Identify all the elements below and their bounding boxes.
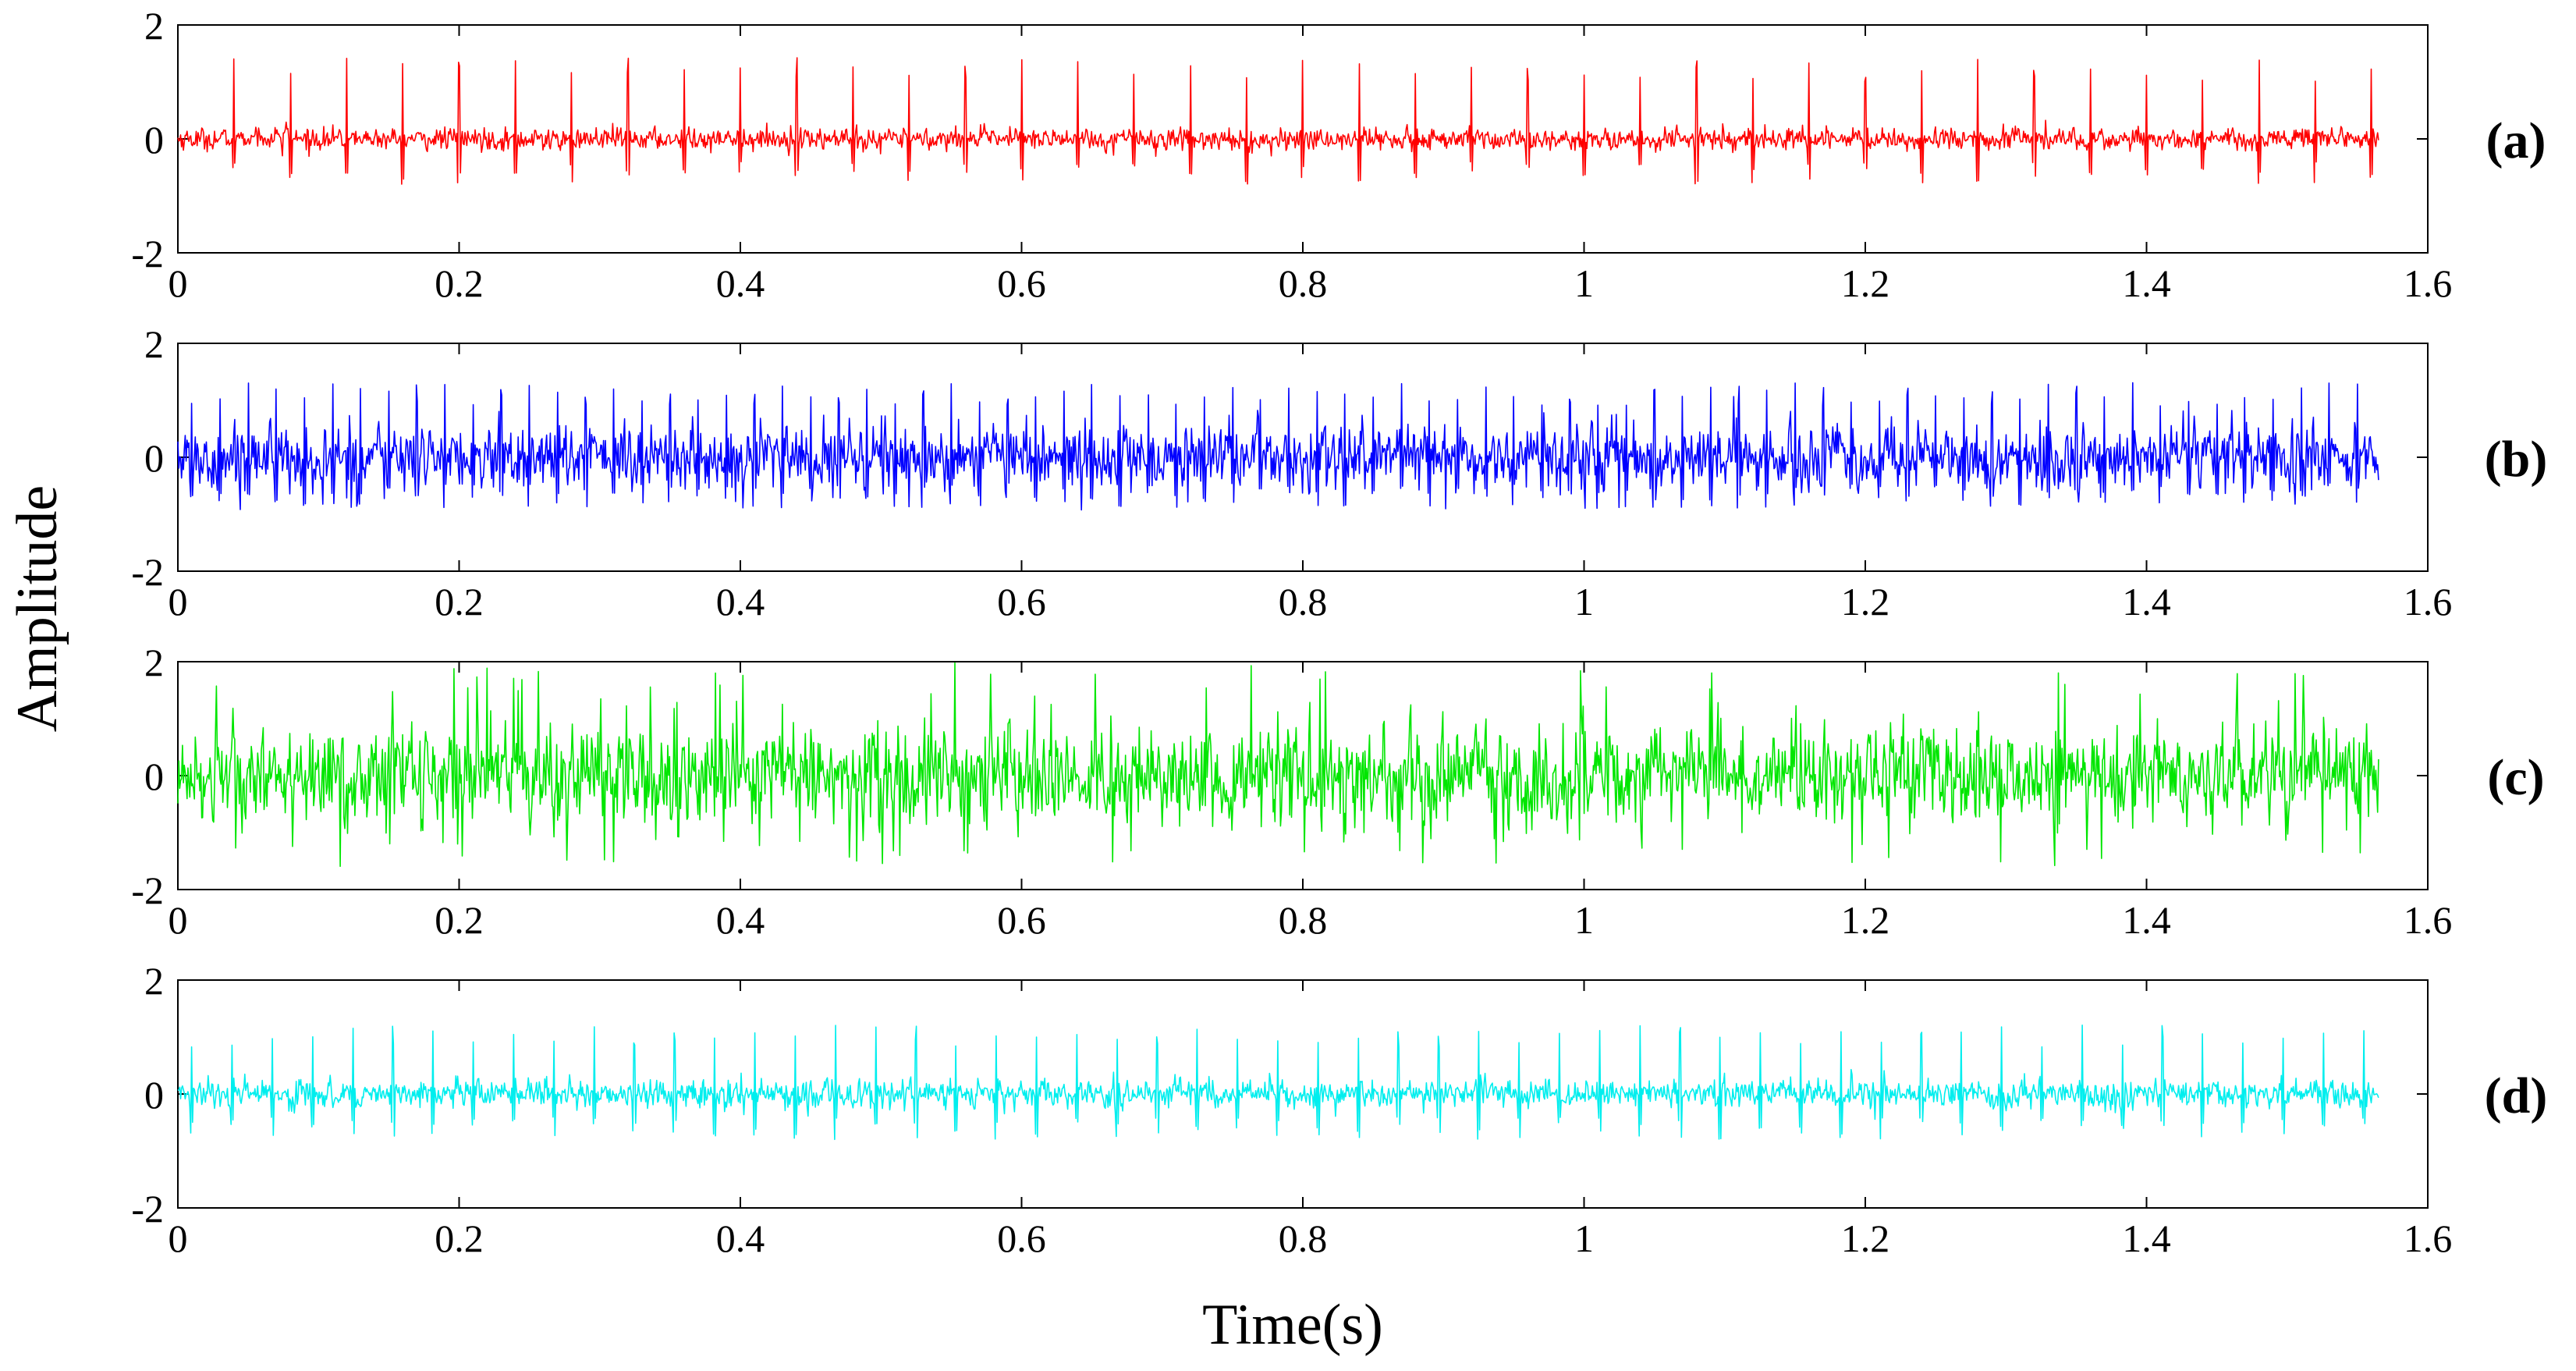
- x-tick-label: 1.6: [2404, 898, 2453, 942]
- x-tick-label: 0.8: [1279, 261, 1328, 305]
- y-tick-label: 0: [144, 755, 164, 798]
- x-tick-label: 1.4: [2122, 580, 2171, 623]
- panel-label-a: (a): [2486, 112, 2546, 169]
- x-tick-label: 0.4: [716, 580, 765, 623]
- x-tick-label: 1: [1574, 261, 1594, 305]
- x-tick-label: 0.6: [997, 261, 1046, 305]
- panel-d: 0 0.2 0.4 0.6 0.8 1 1.2 1.4 1.6-202(d): [131, 959, 2547, 1260]
- panel-c: 0 0.2 0.4 0.6 0.8 1 1.2 1.4 1.6-202(c): [131, 641, 2544, 942]
- x-tick-label: 0.2: [435, 1216, 484, 1260]
- x-tick-label: 0.6: [997, 1216, 1046, 1260]
- y-tick-label: 0: [144, 1073, 164, 1117]
- chart-panels: 0 0.2 0.4 0.6 0.8 1 1.2 1.4 1.6-202(a)0 0.2 0.4 0.6…: [131, 4, 2547, 1260]
- x-tick-label: 0.8: [1279, 898, 1328, 942]
- x-tick-label: 1.4: [2122, 261, 2171, 305]
- x-tick-label: 1.6: [2404, 580, 2453, 623]
- y-tick-label: 2: [144, 641, 164, 684]
- x-tick-label: 0.2: [435, 261, 484, 305]
- x-axis-title: Time(s): [1202, 1293, 1383, 1357]
- x-tick-label: 0.2: [435, 898, 484, 942]
- y-tick-label: 2: [144, 959, 164, 1003]
- y-tick-label: 0: [144, 118, 164, 162]
- x-tick-label: 0: [169, 261, 188, 305]
- x-tick-label: 0.4: [716, 898, 765, 942]
- x-tick-label: 1: [1574, 580, 1594, 623]
- x-tick-label: 0.4: [716, 1216, 765, 1260]
- x-tick-label: 0.6: [997, 580, 1046, 623]
- x-tick-label: 1.2: [1841, 1216, 1890, 1260]
- x-tick-label: 0.8: [1279, 1216, 1328, 1260]
- x-tick-label: 0: [169, 1216, 188, 1260]
- x-tick-label: 0.2: [435, 580, 484, 623]
- y-tick-label: 2: [144, 4, 164, 48]
- x-tick-label: 1.4: [2122, 1216, 2171, 1260]
- x-tick-label: 1.2: [1841, 580, 1890, 623]
- x-tick-label: 1: [1574, 1216, 1594, 1260]
- y-tick-label: -2: [131, 1187, 164, 1231]
- y-tick-label: 2: [144, 322, 164, 366]
- x-tick-label: 1.6: [2404, 1216, 2453, 1260]
- x-tick-label: 0: [169, 898, 188, 942]
- x-tick-label: 0.6: [997, 898, 1046, 942]
- y-tick-label: -2: [131, 868, 164, 912]
- panel-a: 0 0.2 0.4 0.6 0.8 1 1.2 1.4 1.6-202(a): [131, 4, 2546, 305]
- series-a: [177, 57, 2379, 185]
- panel-b: 0 0.2 0.4 0.6 0.8 1 1.2 1.4 1.6-202(b): [131, 322, 2547, 623]
- y-tick-label: -2: [131, 550, 164, 594]
- series-c: [177, 662, 2379, 867]
- y-tick-label: -2: [131, 232, 164, 275]
- panel-label-c: (c): [2487, 749, 2544, 806]
- x-tick-label: 1.6: [2404, 261, 2453, 305]
- series-d: [177, 1025, 2379, 1140]
- y-tick-label: 0: [144, 436, 164, 480]
- x-tick-label: 1.4: [2122, 898, 2171, 942]
- y-axis-title: Amplitude: [5, 485, 69, 733]
- x-tick-label: 0: [169, 580, 188, 623]
- panel-label-b: (b): [2485, 431, 2548, 488]
- x-tick-label: 1.2: [1841, 898, 1890, 942]
- series-b: [177, 382, 2379, 511]
- x-tick-label: 0.8: [1279, 580, 1328, 623]
- panel-label-d: (d): [2485, 1067, 2548, 1124]
- x-tick-label: 0.4: [716, 261, 765, 305]
- axes-box: [177, 661, 2429, 890]
- x-tick-label: 1: [1574, 898, 1594, 942]
- x-tick-label: 1.2: [1841, 261, 1890, 305]
